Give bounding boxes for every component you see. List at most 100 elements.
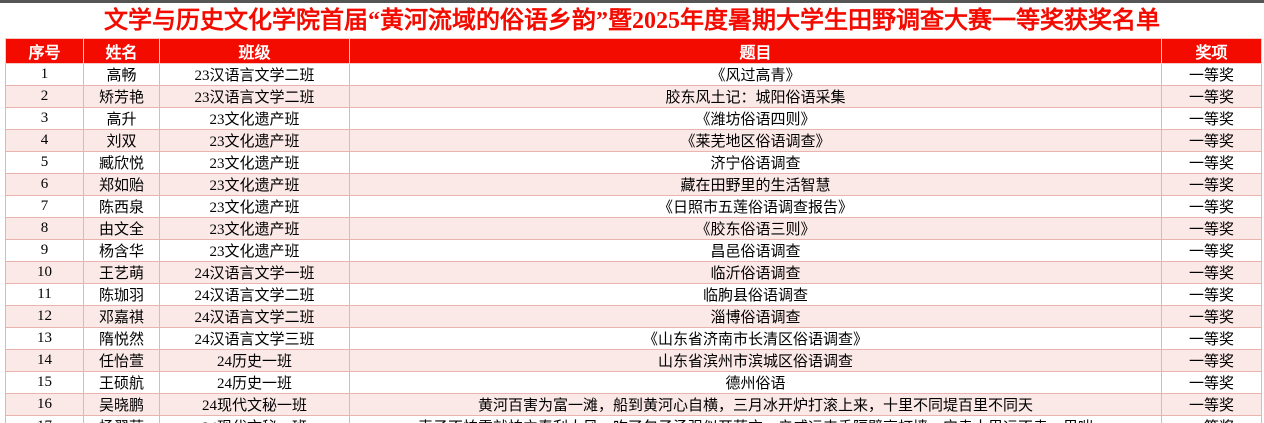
table-row: 16 吴晓鹏 24现代文秘一班 黄河百害为富一滩，船到黄河心自横，三月冰开炉打滚上来，… — [5, 393, 1262, 416]
header-index: 序号 — [5, 38, 84, 64]
cell-title: 《日照市五莲俗语调查报告》 — [349, 195, 1162, 218]
table-row: 17杨翠萍24现代文秘一班麦子不怕雪就怕立春刮大风，吃了包子汤强似开药方，亲戚远… — [5, 415, 1262, 423]
cell-name: 杨含华 — [83, 239, 160, 262]
cell-name: 陈珈羽 — [83, 283, 160, 306]
cell-index: 6 — [5, 173, 84, 196]
cell-index: 15 — [5, 371, 84, 394]
table-row: 9 杨含华 23文化遗产班 昌邑俗语调查 一等奖 — [5, 239, 1262, 262]
cell-award: 一等奖 — [1161, 151, 1262, 174]
table-row: 7 陈西泉 23文化遗产班 《日照市五莲俗语调查报告》 一等奖 — [5, 195, 1262, 218]
header-award: 奖项 — [1161, 38, 1262, 64]
cell-class: 23文化遗产班 — [159, 151, 350, 174]
cell-class: 23文化遗产班 — [159, 107, 350, 130]
cell-index: 3 — [5, 107, 84, 130]
table-row: 5 臧欣悦 23文化遗产班 济宁俗语调查 一等奖 — [5, 151, 1262, 174]
cell-class: 24汉语言文学三班 — [159, 327, 350, 350]
cell-name: 隋悦然 — [83, 327, 160, 350]
header-title: 题目 — [349, 38, 1162, 64]
cell-class: 24现代文秘一班 — [159, 415, 350, 423]
cell-index: 5 — [5, 151, 84, 174]
cell-title: 《莱芜地区俗语调查》 — [349, 129, 1162, 152]
table-header-row: 序号 姓名 班级 题目 奖项 — [5, 38, 1262, 64]
cell-index: 2 — [5, 85, 84, 108]
cell-name: 陈西泉 — [83, 195, 160, 218]
cell-award: 一等奖 — [1161, 239, 1262, 262]
cell-class: 24汉语言文学二班 — [159, 283, 350, 306]
cell-name: 矫芳艳 — [83, 85, 160, 108]
cell-class: 24现代文秘一班 — [159, 393, 350, 416]
table-row: 1 高畅 23汉语言文学二班 《风过高青》 一等奖 — [5, 63, 1262, 86]
cell-name: 任怡萱 — [83, 349, 160, 372]
cell-index: 13 — [5, 327, 84, 350]
cell-index: 10 — [5, 261, 84, 284]
table-body: 1 高畅 23汉语言文学二班 《风过高青》 一等奖 2 矫芳艳 23汉语言文学二班 胶东风土记：… — [5, 63, 1262, 423]
cell-index: 8 — [5, 217, 84, 240]
cell-class: 24汉语言文学二班 — [159, 305, 350, 328]
table-row: 2 矫芳艳 23汉语言文学二班 胶东风土记：城阳俗语采集 一等奖 — [5, 85, 1262, 108]
cell-award: 一等奖 — [1161, 305, 1262, 328]
cell-index: 16 — [5, 393, 84, 416]
cell-title: 《山东省济南市长清区俗语调查》 — [349, 327, 1162, 350]
cell-name: 高升 — [83, 107, 160, 130]
cell-class: 24历史一班 — [159, 349, 350, 372]
cell-title: 《潍坊俗语四则》 — [349, 107, 1162, 130]
cell-award: 一等奖 — [1161, 283, 1262, 306]
cell-title: 德州俗语 — [349, 371, 1162, 394]
header-name: 姓名 — [83, 38, 160, 64]
cell-award: 一等奖 — [1161, 63, 1262, 86]
cell-class: 23汉语言文学二班 — [159, 63, 350, 86]
cell-title: 济宁俗语调查 — [349, 151, 1162, 174]
cell-title: 淄博俗语调查 — [349, 305, 1162, 328]
table-row: 6 郑如贻 23文化遗产班 藏在田野里的生活智慧 一等奖 — [5, 173, 1262, 196]
cell-name: 郑如贻 — [83, 173, 160, 196]
cell-name: 邓嘉祺 — [83, 305, 160, 328]
cell-index: 1 — [5, 63, 84, 86]
cell-title: 《风过高青》 — [349, 63, 1162, 86]
table-row: 10 王艺萌 24汉语言文学一班 临沂俗语调查 一等奖 — [5, 261, 1262, 284]
table-row: 11 陈珈羽 24汉语言文学二班 临朐县俗语调查 一等奖 — [5, 283, 1262, 306]
cell-award: 一等奖 — [1161, 85, 1262, 108]
cell-class: 23汉语言文学二班 — [159, 85, 350, 108]
table-row: 4 刘双 23文化遗产班 《莱芜地区俗语调查》 一等奖 — [5, 129, 1262, 152]
table-row: 12 邓嘉祺 24汉语言文学二班 淄博俗语调查 一等奖 — [5, 305, 1262, 328]
awards-table: 序号 姓名 班级 题目 奖项 1 高畅 23汉语言文学二班 《风过高青》 一等奖 2 矫芳艳… — [5, 38, 1262, 423]
cell-name: 刘双 — [83, 129, 160, 152]
cell-name: 臧欣悦 — [83, 151, 160, 174]
cell-award: 一等奖 — [1161, 371, 1262, 394]
cell-award: 一等奖 — [1161, 129, 1262, 152]
cell-title: 胶东风土记：城阳俗语采集 — [349, 85, 1162, 108]
cell-name: 王硕航 — [83, 371, 160, 394]
cell-index: 14 — [5, 349, 84, 372]
cell-title: 黄河百害为富一滩，船到黄河心自横，三月冰开炉打滚上来，十里不同堤百里不同天 — [349, 393, 1162, 416]
cell-award: 一等奖 — [1161, 393, 1262, 416]
cell-award: 一等奖 — [1161, 217, 1262, 240]
cell-award: 一等奖 — [1161, 261, 1262, 284]
page-title: 文学与历史文化学院首届“黄河流域的俗语乡韵”暨2025年度暑期大学生田野调查大赛… — [104, 8, 1160, 34]
cell-award: 一等奖 — [1161, 107, 1262, 130]
cell-name: 高畅 — [83, 63, 160, 86]
cell-index: 12 — [5, 305, 84, 328]
cell-name: 王艺萌 — [83, 261, 160, 284]
cell-index: 7 — [5, 195, 84, 218]
cell-name: 杨翠萍 — [83, 415, 160, 423]
cell-class: 24历史一班 — [159, 371, 350, 394]
cell-class: 23文化遗产班 — [159, 217, 350, 240]
cell-award: 一等奖 — [1161, 195, 1262, 218]
cell-award: 一等奖 — [1161, 349, 1262, 372]
cell-name: 吴晓鹏 — [83, 393, 160, 416]
cell-title: 临朐县俗语调查 — [349, 283, 1162, 306]
cell-name: 由文全 — [83, 217, 160, 240]
cell-award: 一等奖 — [1161, 173, 1262, 196]
cell-class: 23文化遗产班 — [159, 173, 350, 196]
cell-index: 4 — [5, 129, 84, 152]
cell-class: 23文化遗产班 — [159, 195, 350, 218]
cell-class: 24汉语言文学一班 — [159, 261, 350, 284]
table-row: 8 由文全 23文化遗产班 《胶东俗语三则》 一等奖 — [5, 217, 1262, 240]
cell-title: 《胶东俗语三则》 — [349, 217, 1162, 240]
header-class: 班级 — [159, 38, 350, 64]
cell-title: 临沂俗语调查 — [349, 261, 1162, 284]
cell-class: 23文化遗产班 — [159, 129, 350, 152]
cell-title: 麦子不怕雪就怕立春刮大风，吃了包子汤强似开药方，亲戚远来香隔壁高打墙，宁走十里远… — [349, 415, 1162, 423]
cell-index: 17 — [5, 415, 84, 423]
